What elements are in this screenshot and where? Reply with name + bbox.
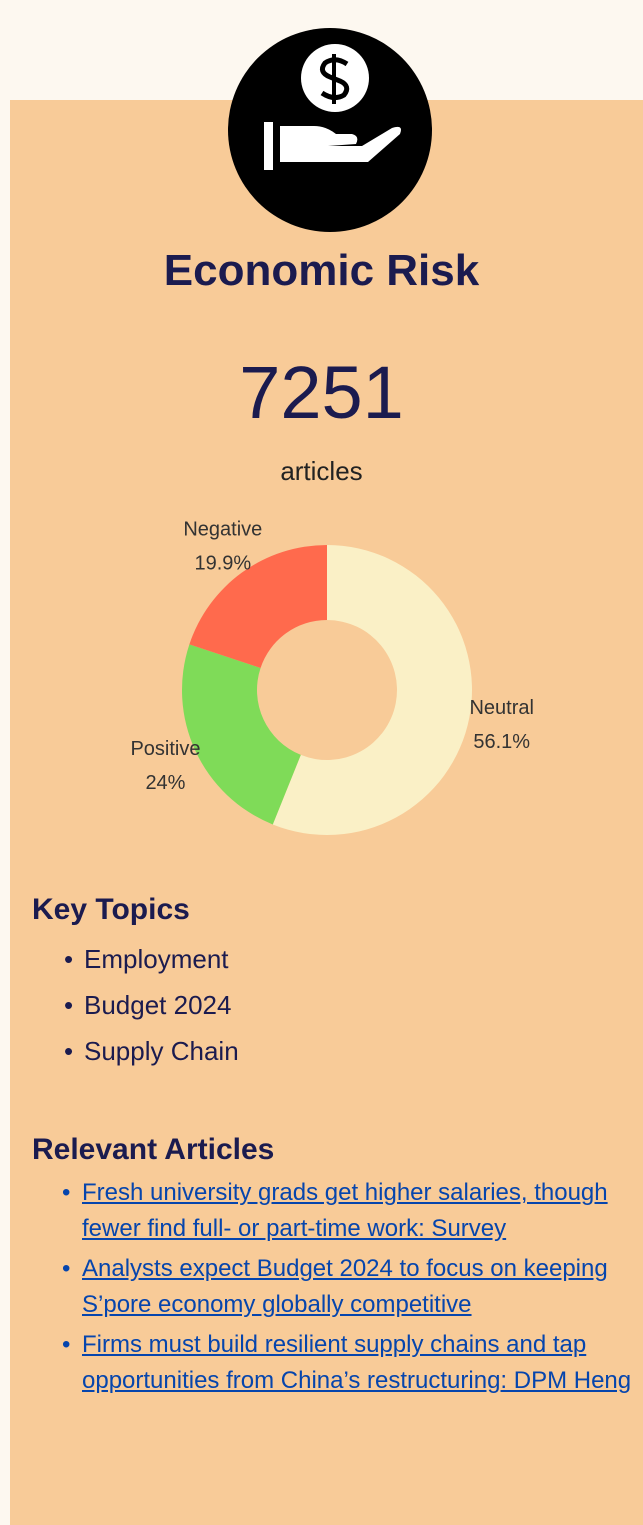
- slice-value: 19.9%: [194, 553, 251, 575]
- slice-label: Positive: [130, 738, 200, 760]
- article-list: Fresh university grads get higher salari…: [62, 1175, 632, 1403]
- article-link[interactable]: Firms must build resilient supply chains…: [82, 1331, 632, 1394]
- donut-slice: [182, 644, 301, 825]
- slice-value: 56.1%: [473, 731, 530, 753]
- slice-label: Neutral: [469, 697, 533, 719]
- topic-item: Budget 2024: [64, 982, 239, 1028]
- topic-item: Employment: [64, 936, 239, 982]
- article-count: 7251: [239, 351, 404, 434]
- section-heading: Key Topics: [32, 893, 190, 926]
- article-item: Fresh university grads get higher salari…: [62, 1175, 632, 1247]
- count-label: articles: [280, 456, 363, 486]
- donut-slice: [189, 545, 327, 668]
- donut-slice: [272, 545, 473, 835]
- topic-list: EmploymentBudget 2024Supply Chain: [64, 936, 239, 1074]
- slice-value: 24%: [145, 772, 185, 794]
- slice-label: Negative: [183, 519, 262, 541]
- sentiment-donut: Neutral 56.1% Positive 24% Negative 19.9%: [130, 519, 534, 835]
- section-heading: Relevant Articles: [32, 1133, 275, 1166]
- article-item: Firms must build resilient supply chains…: [62, 1327, 632, 1399]
- article-item: Analysts expect Budget 2024 to focus on …: [62, 1251, 632, 1323]
- article-link[interactable]: Analysts expect Budget 2024 to focus on …: [82, 1255, 608, 1318]
- article-link[interactable]: Fresh university grads get higher salari…: [82, 1179, 608, 1242]
- economic-icon: [228, 28, 432, 232]
- topic-item: Supply Chain: [64, 1028, 239, 1074]
- title: Economic Risk: [163, 246, 480, 295]
